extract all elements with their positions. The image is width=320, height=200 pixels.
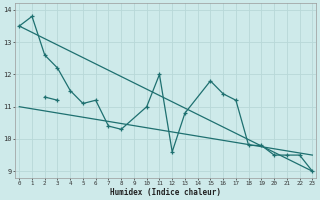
X-axis label: Humidex (Indice chaleur): Humidex (Indice chaleur) <box>110 188 221 197</box>
